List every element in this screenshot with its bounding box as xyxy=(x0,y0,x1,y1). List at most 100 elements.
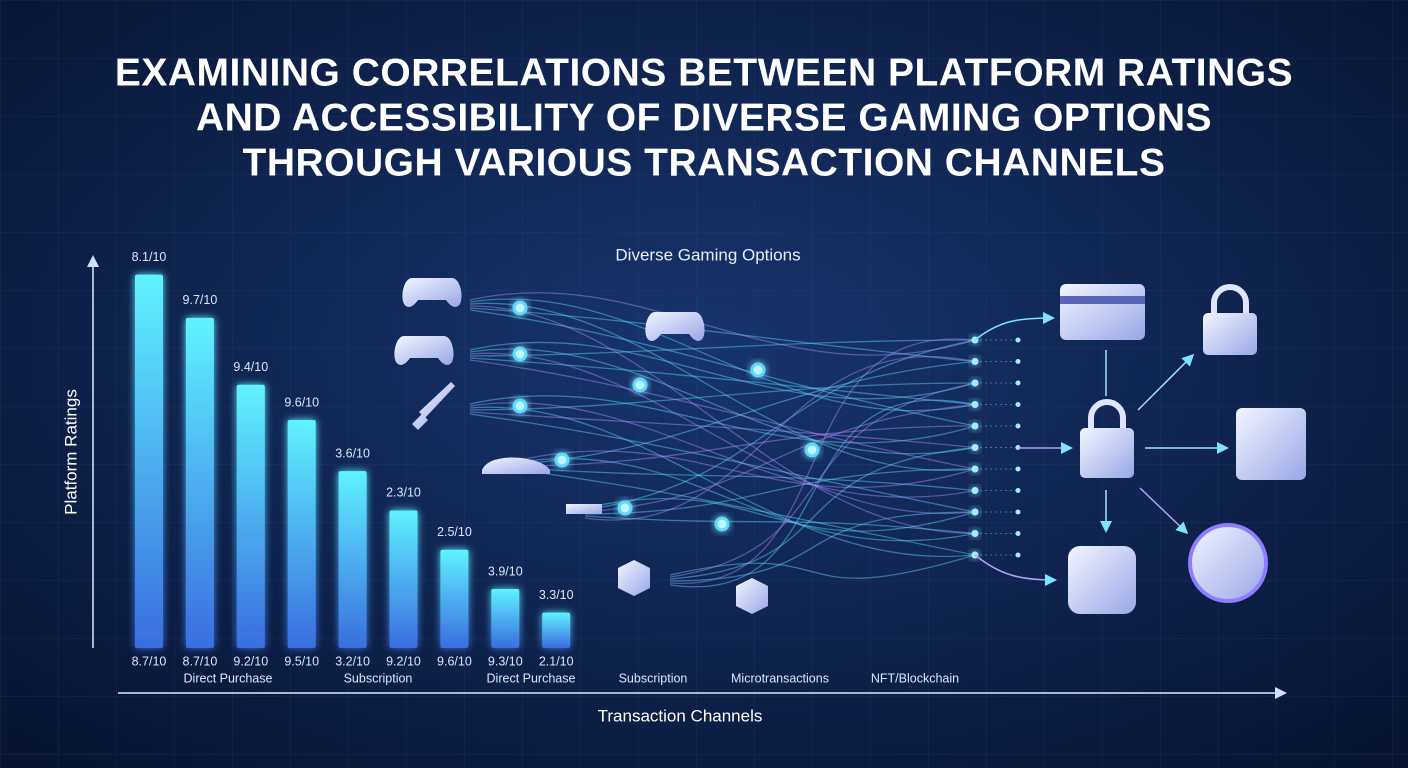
transaction-icons xyxy=(1060,284,1306,614)
bar-top-label: 3.6/10 xyxy=(335,446,370,460)
gamepad-icon xyxy=(394,336,454,365)
bar xyxy=(440,549,469,648)
flow-line xyxy=(669,399,976,588)
flow-line xyxy=(469,302,976,472)
flow-node xyxy=(1015,337,1021,343)
flow-line xyxy=(469,339,976,357)
flow-node xyxy=(971,358,979,365)
lock-icon xyxy=(1080,428,1134,478)
x-group-label: Subscription xyxy=(344,671,413,685)
y-axis-title: Platform Ratings xyxy=(61,389,80,515)
bar-top-label: 2.5/10 xyxy=(437,525,472,539)
flow-arrow xyxy=(974,312,1055,341)
bar-top-label: 8.1/10 xyxy=(132,250,167,264)
chart-title: AND ACCESSIBILITY OF DIVERSE GAMING OPTI… xyxy=(196,96,1212,139)
cube-icon xyxy=(618,560,650,596)
bar xyxy=(287,420,316,648)
bar-bottom-label: 9.2/10 xyxy=(386,654,421,668)
flow-node xyxy=(971,444,979,451)
lock-icon xyxy=(1203,313,1257,355)
flow-line xyxy=(469,359,976,470)
flow-node xyxy=(512,346,528,362)
flow-node xyxy=(971,508,979,516)
flow-node xyxy=(512,300,528,316)
flow-line xyxy=(584,403,976,513)
bar-bottom-label: 3.2/10 xyxy=(335,654,370,668)
bar-bottom-label: 9.5/10 xyxy=(284,654,319,668)
flow-line xyxy=(469,382,976,411)
chart-title: EXAMINING CORRELATIONS BETWEEN PLATFORM … xyxy=(115,51,1293,94)
x-group-label: Direct Purchase xyxy=(487,671,576,685)
x-axis-title: Transaction Channels xyxy=(598,706,763,725)
flow-line xyxy=(584,497,976,532)
flow-diagram xyxy=(469,292,1073,588)
lock-icon xyxy=(1211,284,1249,315)
flow-line xyxy=(669,338,976,584)
flow-line xyxy=(469,309,976,427)
lock-icon xyxy=(1088,399,1126,430)
flow-node xyxy=(1015,402,1021,407)
bar xyxy=(135,274,163,648)
card-stripe xyxy=(1060,296,1145,304)
chart-title: THROUGH VARIOUS TRANSACTION CHANNELS xyxy=(243,141,1166,184)
bar xyxy=(542,612,571,648)
flow-node xyxy=(1015,509,1021,515)
sword-icon xyxy=(412,382,455,430)
flow-node xyxy=(714,516,730,532)
bar xyxy=(338,471,367,648)
card-icon xyxy=(1060,284,1145,340)
flow-line xyxy=(669,382,976,578)
flow-line xyxy=(469,305,976,535)
flow-line xyxy=(669,511,976,582)
flow-line xyxy=(469,292,976,356)
subtitle: Diverse Gaming Options xyxy=(615,245,800,264)
flow-line xyxy=(519,450,976,489)
flow-node xyxy=(1015,359,1021,364)
flow-line xyxy=(584,356,976,521)
flow-node xyxy=(1015,531,1021,536)
bar-top-label: 9.4/10 xyxy=(233,360,268,374)
flow-node xyxy=(1015,380,1021,386)
connector xyxy=(1137,353,1195,411)
flow-node xyxy=(554,452,570,468)
bar xyxy=(491,589,520,648)
flow-arrow xyxy=(974,554,1057,586)
bar xyxy=(185,317,214,648)
flow-node xyxy=(1015,423,1021,429)
bar-top-label: 9.6/10 xyxy=(284,395,319,409)
bar-bottom-label: 2.1/10 xyxy=(539,654,574,668)
store-icon xyxy=(1236,408,1306,480)
flow-line xyxy=(519,457,976,542)
car-icon xyxy=(566,504,602,514)
flow-line xyxy=(469,298,976,412)
flow-line xyxy=(469,352,976,515)
gamepad-icon xyxy=(645,312,705,341)
flow-line xyxy=(469,341,976,400)
bar-bottom-label: 9.2/10 xyxy=(233,654,268,668)
bar-top-label: 2.3/10 xyxy=(386,486,421,500)
flow-line xyxy=(469,406,976,558)
flow-line xyxy=(584,339,976,511)
flow-line xyxy=(519,469,976,556)
connector xyxy=(1139,487,1189,535)
flow-node xyxy=(1015,552,1021,558)
bar xyxy=(389,510,418,648)
flow-node xyxy=(971,379,979,387)
flow-node xyxy=(512,398,528,414)
flow-node xyxy=(750,362,766,378)
flow-line xyxy=(669,554,976,579)
bitcoin-icon xyxy=(1188,523,1268,603)
x-group-label: Direct Purchase xyxy=(184,671,273,685)
flow-node xyxy=(971,422,979,430)
flow-line xyxy=(519,467,976,492)
bar-bottom-label: 8.7/10 xyxy=(183,654,218,668)
flow-node xyxy=(971,487,979,494)
coin-icon xyxy=(1068,546,1136,614)
flow-node xyxy=(804,442,820,458)
flow-node xyxy=(617,500,633,516)
flow-node xyxy=(1015,488,1021,493)
flow-node xyxy=(1015,466,1021,472)
